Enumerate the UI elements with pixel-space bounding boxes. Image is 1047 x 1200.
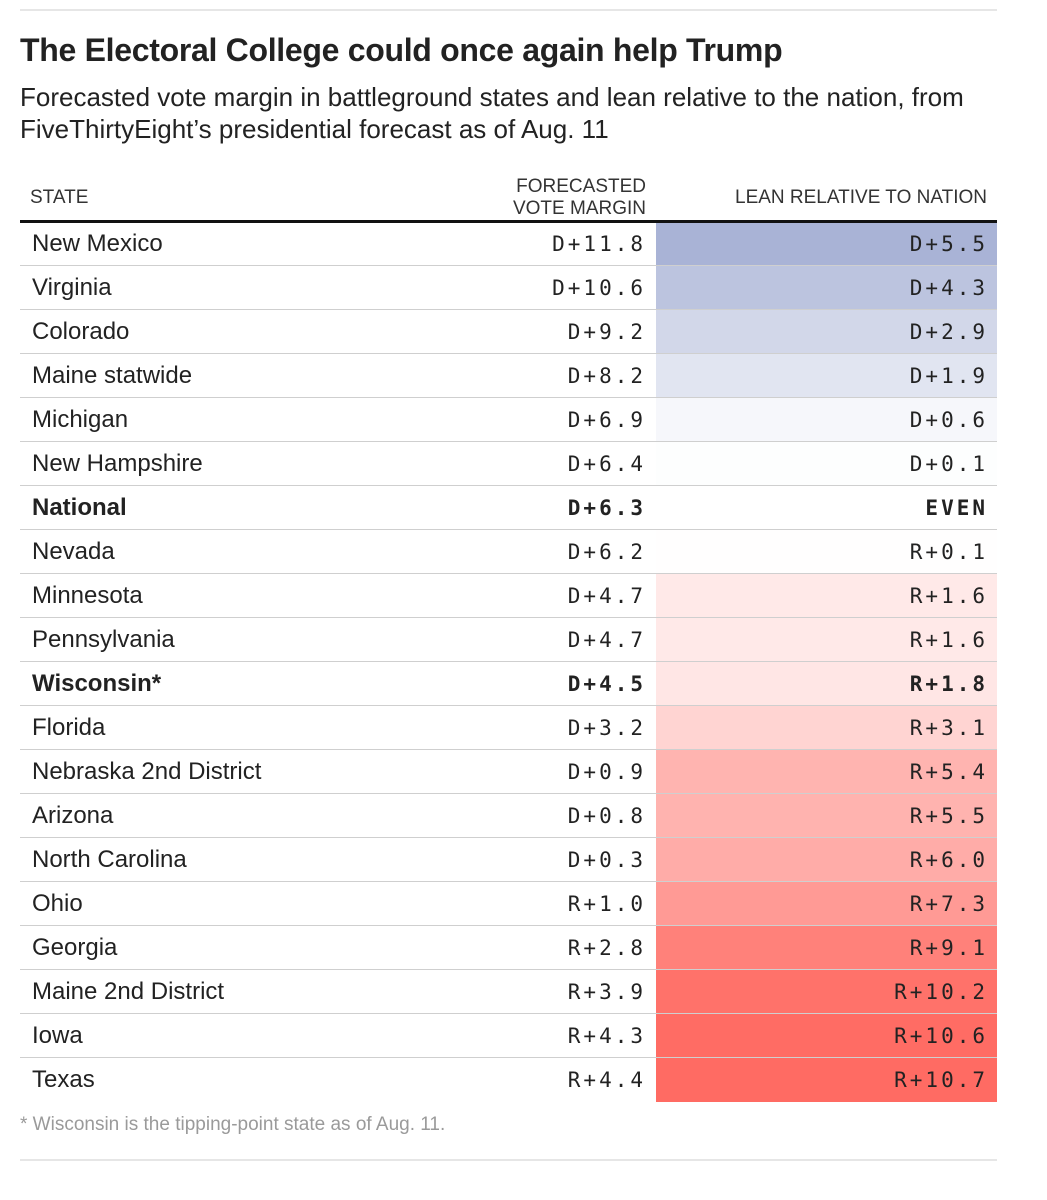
vote-margin-cell: D+8.2 (465, 353, 656, 398)
table-row: Maine statwide D+8.2 D+1.9 (20, 353, 997, 398)
state-name-cell: Nebraska 2nd District (20, 749, 465, 794)
chart-title: The Electoral College could once again h… (20, 32, 783, 68)
table-row: Pennsylvania D+4.7 R+1.6 (20, 617, 997, 662)
lean-cell: R+1.8 (656, 661, 997, 706)
state-name-cell: Minnesota (20, 573, 465, 618)
lean-cell: D+5.5 (656, 221, 997, 266)
lean-cell: R+6.0 (656, 837, 997, 882)
lean-cell: D+0.1 (656, 441, 997, 486)
table-row: North Carolina D+0.3 R+6.0 (20, 837, 997, 882)
vote-margin-cell: D+0.9 (465, 749, 656, 794)
table-row: Ohio R+1.0 R+7.3 (20, 881, 997, 926)
state-name-cell: North Carolina (20, 837, 465, 882)
vote-margin-cell: D+6.2 (465, 529, 656, 574)
table-row: Georgia R+2.8 R+9.1 (20, 925, 997, 970)
vote-margin-cell: D+3.2 (465, 705, 656, 750)
state-name-cell: Nevada (20, 529, 465, 574)
state-name-cell: Ohio (20, 881, 465, 926)
state-name-cell: National (20, 485, 465, 530)
state-name-cell: Arizona (20, 793, 465, 838)
state-name-cell: Virginia (20, 265, 465, 310)
vote-margin-cell: D+9.2 (465, 309, 656, 354)
table-row: Florida D+3.2 R+3.1 (20, 705, 997, 750)
footnote: * Wisconsin is the tipping-point state a… (20, 1114, 446, 1135)
state-name-cell: Georgia (20, 925, 465, 970)
state-name-cell: New Mexico (20, 221, 465, 266)
state-name-cell: Colorado (20, 309, 465, 354)
lean-cell: R+0.1 (656, 529, 997, 574)
table-row: Wisconsin* D+4.5 R+1.8 (20, 661, 997, 706)
vote-margin-cell: R+3.9 (465, 969, 656, 1014)
battleground-table: STATE FORECASTED VOTE MARGIN LEAN RELATI… (20, 176, 997, 1102)
state-name-cell: Texas (32, 1065, 95, 1093)
vote-margin-cell: D+0.8 (465, 793, 656, 838)
lean-cell: R+9.1 (656, 925, 997, 970)
vote-margin-cell: R+1.0 (465, 881, 656, 926)
state-name-cell: Maine statwide (20, 353, 465, 398)
vote-margin-cell: D+4.7 (465, 617, 656, 662)
state-name-cell: New Hampshire (20, 441, 465, 486)
column-header-state: STATE (20, 176, 465, 223)
table-header-row: STATE FORECASTED VOTE MARGIN LEAN RELATI… (20, 176, 997, 223)
lean-cell: R+10.2 (656, 969, 997, 1014)
table-row: Nevada D+6.2 R+0.1 (20, 529, 997, 574)
lean-cell: R+3.1 (656, 705, 997, 750)
column-header-vote-margin: FORECASTED VOTE MARGIN (465, 176, 656, 223)
chart-subtitle: Forecasted vote margin in battleground s… (20, 82, 964, 144)
lean-cell: EVEN (656, 485, 997, 530)
vote-margin-cell: D+4.5 (465, 661, 656, 706)
bottom-rule (20, 1159, 997, 1161)
vote-margin-cell: R+2.8 (465, 925, 656, 970)
table-row: Nebraska 2nd District D+0.9 R+5.4 (20, 749, 997, 794)
vote-margin-cell: D+11.8 (465, 221, 656, 266)
vote-margin-cell: D+6.3 (465, 485, 656, 530)
table-row: Virginia D+10.6 D+4.3 (20, 265, 997, 310)
lean-cell: R+7.3 (656, 881, 997, 926)
lean-cell: D+4.3 (656, 265, 997, 310)
table-row: Minnesota D+4.7 R+1.6 (20, 573, 997, 618)
vote-margin-cell: R+4.3 (465, 1013, 656, 1058)
table-row: Texas R+4.4 R+10.7 (20, 1057, 997, 1102)
lean-cell: R+5.4 (656, 749, 997, 794)
table-body: New Mexico D+11.8 D+5.5 Virginia D+10.6 D+4.3… (20, 221, 997, 1102)
table-row: Iowa R+4.3 R+10.6 (20, 1013, 997, 1058)
state-name-cell: Wisconsin* (20, 661, 465, 706)
vote-margin-cell: D+4.7 (465, 573, 656, 618)
state-name-cell: Iowa (20, 1013, 465, 1058)
vote-margin-cell: D+0.3 (465, 837, 656, 882)
table-row: Michigan D+6.9 D+0.6 (20, 397, 997, 442)
table-row: Colorado D+9.2 D+2.9 (20, 309, 997, 354)
table-row: New Hampshire D+6.4 D+0.1 (20, 441, 997, 486)
table-row: National D+6.3 EVEN (20, 485, 997, 530)
column-header-lean: LEAN RELATIVE TO NATION (656, 176, 997, 223)
state-name-cell: Michigan (20, 397, 465, 442)
top-rule (20, 9, 997, 11)
state-name-cell: Maine 2nd District (20, 969, 465, 1014)
lean-cell: D+0.6 (656, 397, 997, 442)
vote-margin-cell: D+10.6 (465, 265, 656, 310)
lean-cell: R+1.6 (656, 573, 997, 618)
table-row: Arizona D+0.8 R+5.5 (20, 793, 997, 838)
state-name-cell: Florida (20, 705, 465, 750)
lean-cell: D+2.9 (656, 309, 997, 354)
vote-margin-cell: D+6.9 (465, 397, 656, 442)
vote-margin-cell: D+6.4 (465, 441, 656, 486)
state-name-cell: Pennsylvania (20, 617, 465, 662)
table-row: Maine 2nd District R+3.9 R+10.2 (20, 969, 997, 1014)
lean-cell: D+1.9 (656, 353, 997, 398)
vote-margin-cell: R+4.4 (567, 1067, 646, 1092)
lean-cell: R+10.6 (656, 1013, 997, 1058)
table-row: New Mexico D+11.8 D+5.5 (20, 221, 997, 266)
lean-cell: R+1.6 (656, 617, 997, 662)
lean-cell: R+5.5 (656, 793, 997, 838)
lean-cell: R+10.7 (656, 1057, 997, 1102)
